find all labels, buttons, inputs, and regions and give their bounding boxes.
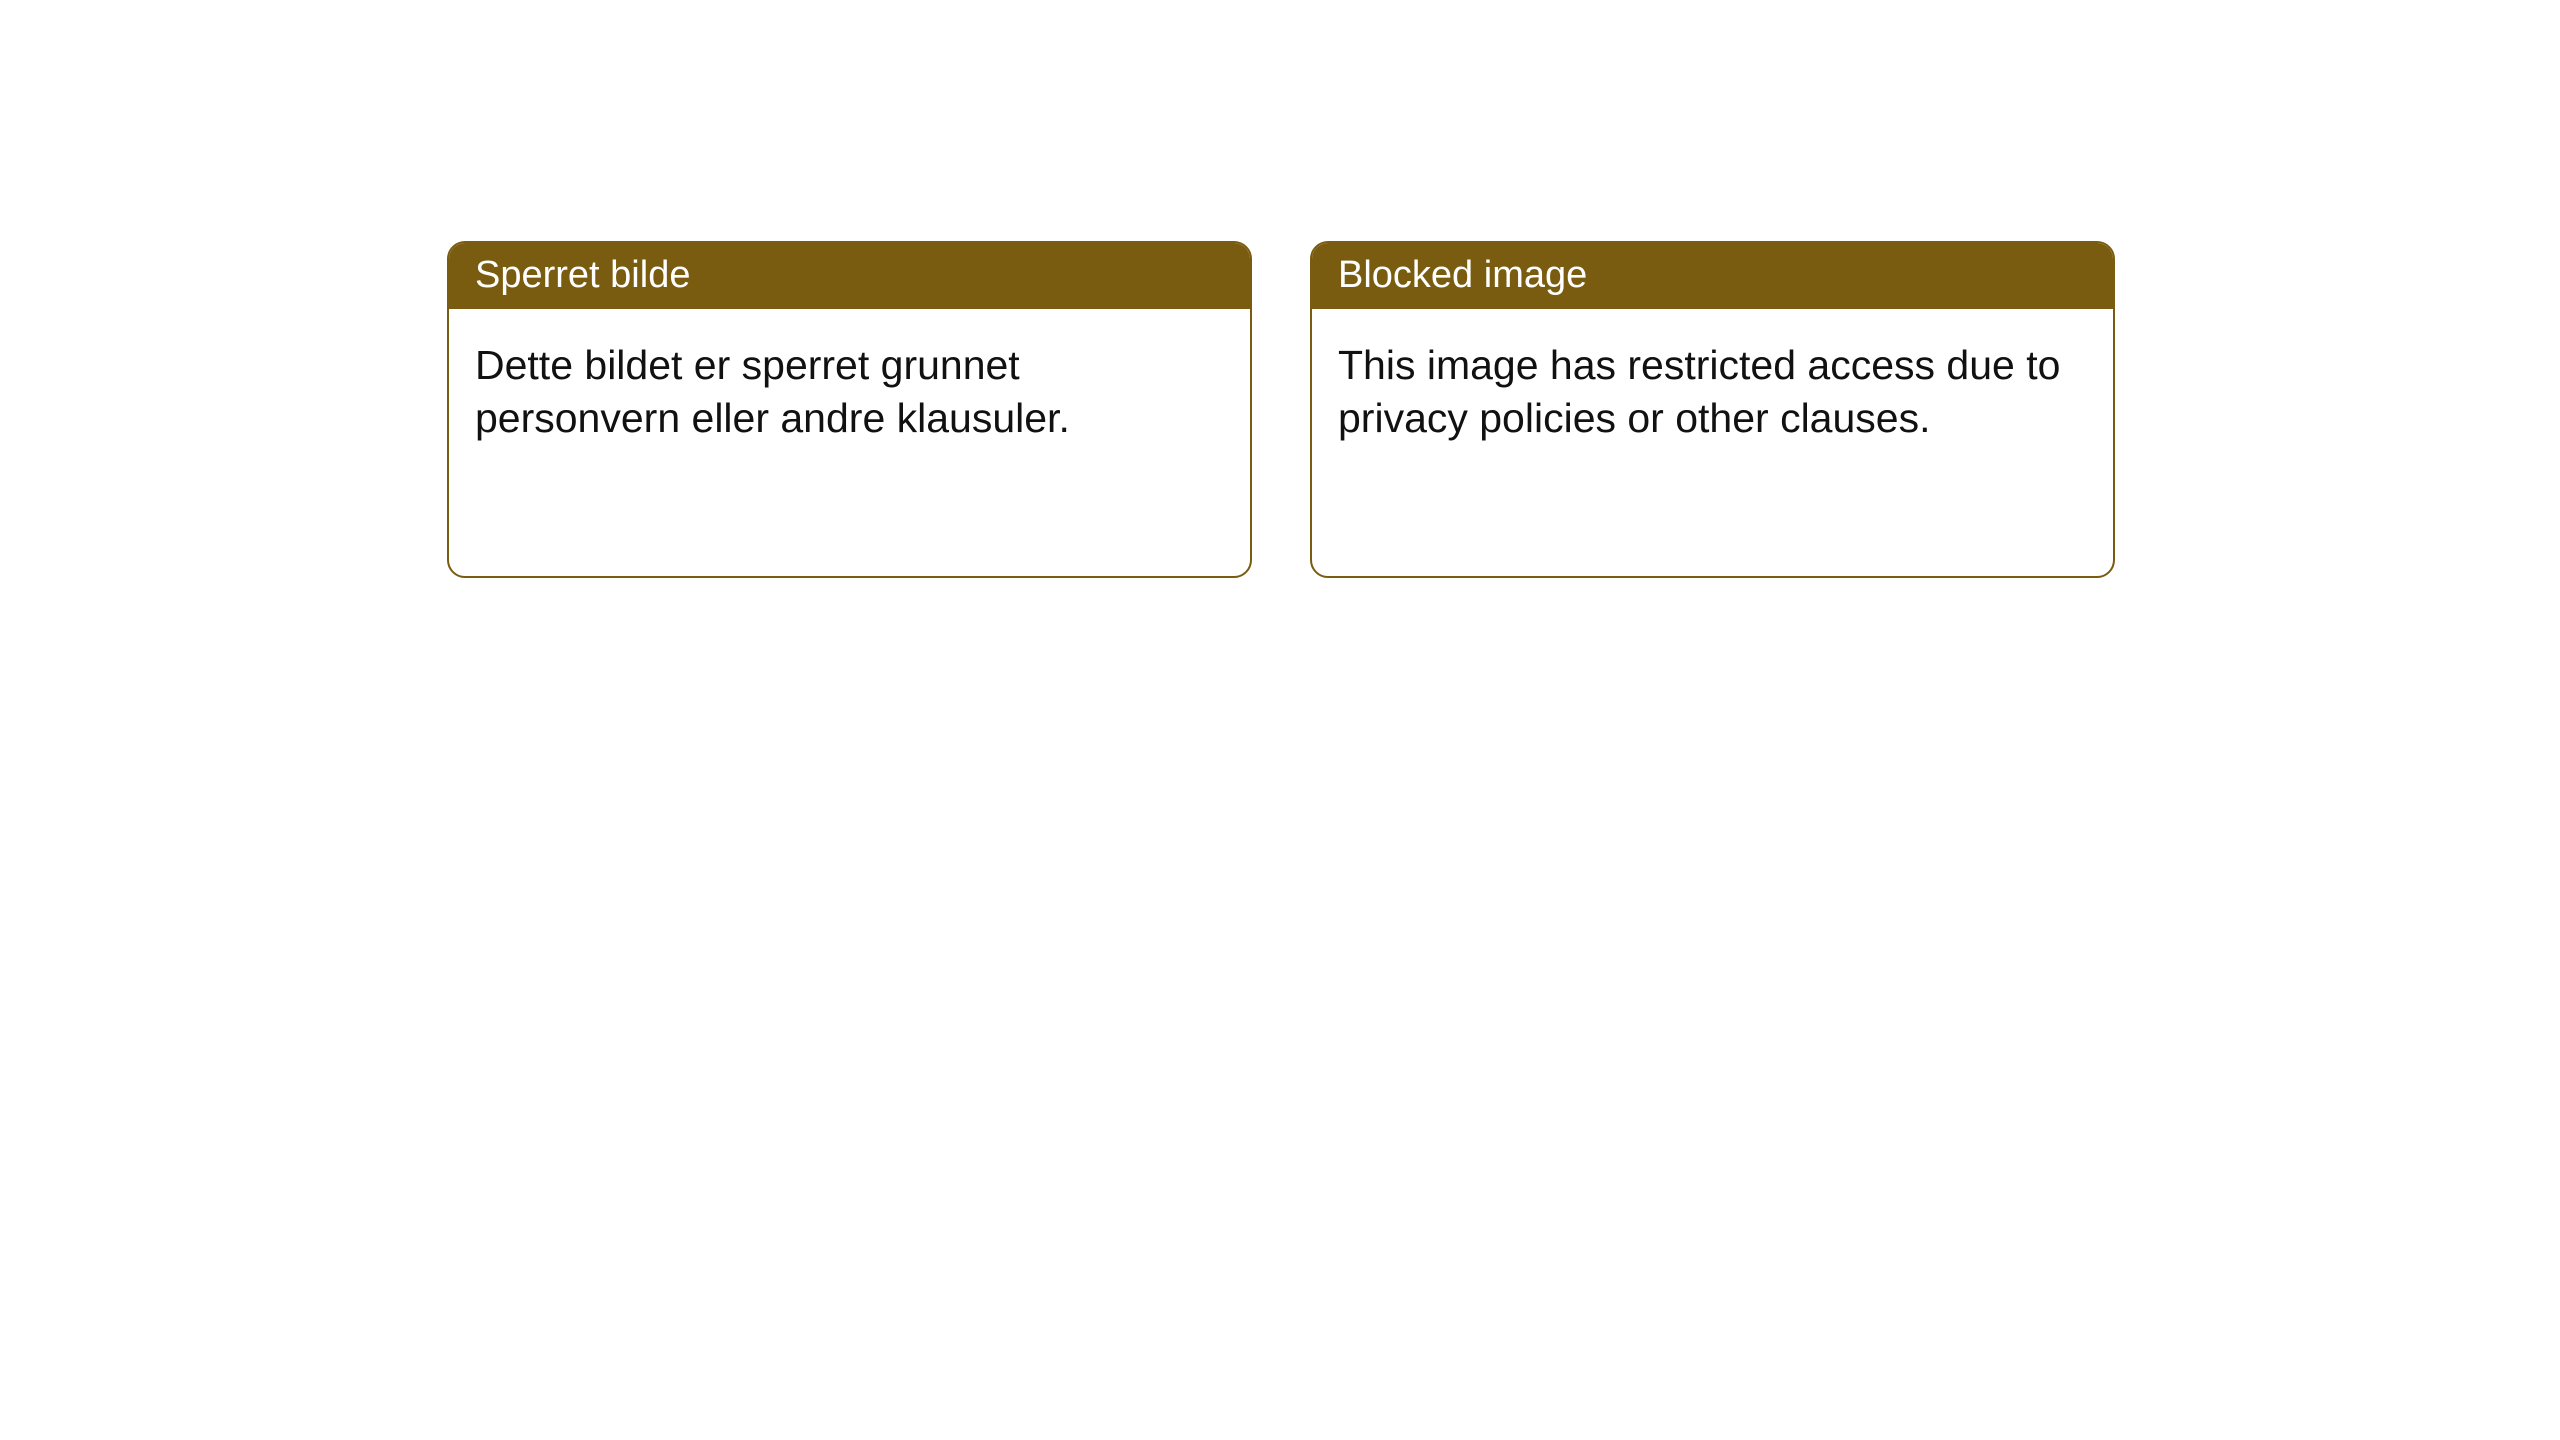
notice-container: Sperret bilde Dette bildet er sperret gr… [447, 241, 2115, 578]
notice-box-norwegian: Sperret bilde Dette bildet er sperret gr… [447, 241, 1252, 578]
notice-message: Dette bildet er sperret grunnet personve… [449, 309, 1250, 474]
notice-header: Sperret bilde [449, 243, 1250, 309]
notice-header: Blocked image [1312, 243, 2113, 309]
notice-message: This image has restricted access due to … [1312, 309, 2113, 474]
notice-box-english: Blocked image This image has restricted … [1310, 241, 2115, 578]
